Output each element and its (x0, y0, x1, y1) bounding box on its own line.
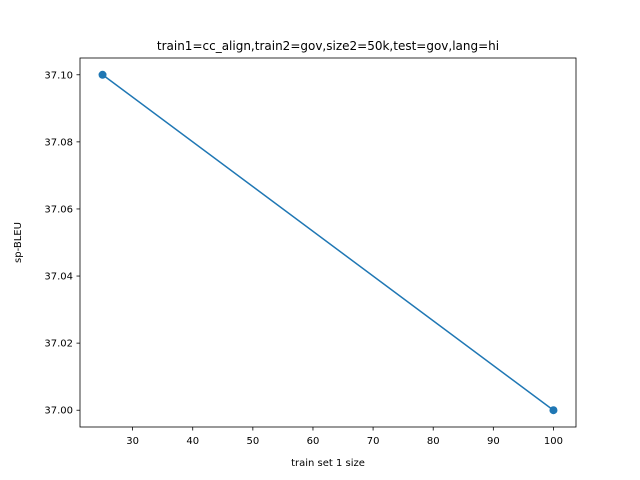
series-line (102, 74, 554, 411)
data-point (549, 406, 558, 415)
x-axis-ticks: 30 40 50 60 70 80 90 100 (126, 427, 563, 447)
data-point (98, 70, 107, 79)
y-tick-label: 37.08 (44, 137, 73, 148)
y-tick-label: 37.04 (44, 272, 73, 283)
axes-frame (79, 57, 577, 428)
x-tick-label: 30 (126, 436, 139, 447)
y-tick-label: 37.00 (44, 406, 73, 417)
x-axis-label: train set 1 size (291, 458, 365, 469)
x-tick-label: 40 (186, 436, 199, 447)
x-tick-label: 70 (367, 436, 380, 447)
y-axis-label: sp-BLEU (13, 222, 24, 263)
x-tick-label: 100 (544, 436, 563, 447)
y-tick-label: 37.10 (44, 70, 73, 81)
y-tick-label: 37.02 (44, 339, 73, 350)
y-tick-label: 37.06 (44, 204, 73, 215)
y-axis-ticks: 37.00 37.02 37.04 37.06 37.08 37.10 (44, 70, 80, 417)
x-tick-label: 60 (307, 436, 320, 447)
x-tick-label: 90 (487, 436, 500, 447)
chart-title: train1=cc_align,train2=gov,size2=50k,tes… (157, 39, 499, 53)
plot-area (98, 70, 558, 415)
x-tick-label: 80 (427, 436, 440, 447)
x-tick-label: 50 (246, 436, 259, 447)
